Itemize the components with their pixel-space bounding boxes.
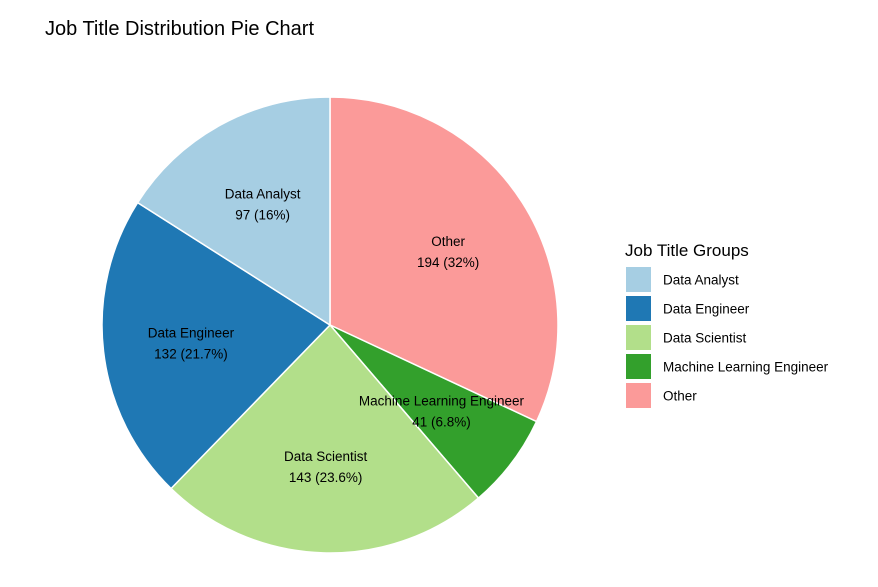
legend-label-other: Other — [663, 389, 697, 404]
pie-slice-data-scientist — [170, 323, 480, 554]
slice-label-data-analyst: Data Analyst — [225, 186, 301, 201]
slice-label-data-scientist: Data Scientist — [284, 449, 368, 464]
legend-label-data-engineer: Data Engineer — [663, 302, 750, 317]
legend-label-data-analyst: Data Analyst — [663, 273, 739, 288]
legend-title: Job Title Groups — [625, 241, 749, 260]
legend-label-data-scientist: Data Scientist — [663, 331, 747, 346]
legend-key-data-scientist — [626, 325, 651, 350]
pie-slice-data-engineer — [101, 201, 332, 490]
legend-key-data-engineer — [626, 296, 651, 321]
slice-value-label-data-engineer: 132 (21.7%) — [154, 346, 228, 361]
legend-key-other — [626, 383, 651, 408]
slice-value-label-other: 194 (32%) — [417, 255, 479, 270]
pie-slice-other — [329, 96, 559, 423]
slice-label-data-engineer: Data Engineer — [148, 325, 235, 340]
slice-label-machine-learning-engineer: Machine Learning Engineer — [359, 394, 525, 409]
legend: Job Title Groups Data Analyst Data Engine… — [625, 241, 829, 408]
chart-title: Job Title Distribution Pie Chart — [45, 18, 314, 40]
slice-value-label-data-scientist: 143 (23.6%) — [289, 470, 363, 485]
pie-slice-data-analyst — [136, 96, 331, 327]
pie-slices — [101, 96, 559, 554]
legend-label-machine-learning-engineer: Machine Learning Engineer — [663, 360, 829, 375]
legend-key-machine-learning-engineer — [626, 354, 651, 379]
slice-value-label-machine-learning-engineer: 41 (6.8%) — [412, 415, 471, 430]
slice-label-other: Other — [431, 234, 465, 249]
legend-key-data-analyst — [626, 267, 651, 292]
pie-slice-labels: Other 194 (32%) Machine Learning Engineer 4… — [148, 186, 525, 485]
slice-value-label-data-analyst: 97 (16%) — [235, 207, 290, 222]
